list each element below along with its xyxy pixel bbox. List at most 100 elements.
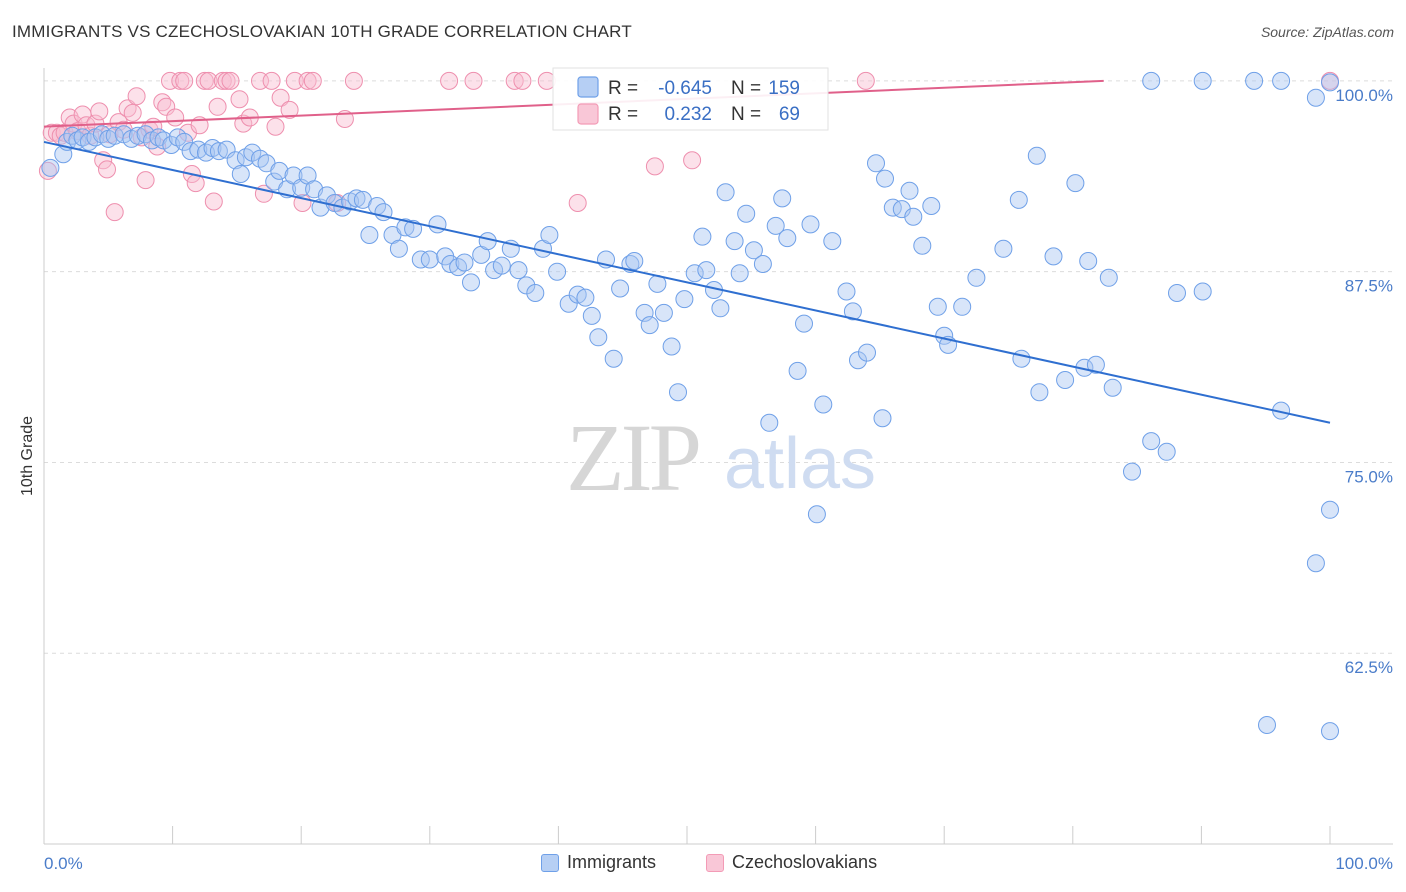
czechoslovakians-point xyxy=(464,71,483,90)
immigrants-point xyxy=(1321,500,1339,519)
immigrants-point xyxy=(873,409,892,428)
czechoslovakians-point xyxy=(38,161,57,180)
immigrants-point xyxy=(753,255,772,273)
chart-source: Source: ZipAtlas.com xyxy=(1260,24,1394,40)
immigrants-point xyxy=(967,268,986,287)
stats-n-value-czechoslovakians: 69 xyxy=(779,104,800,125)
immigrants-point xyxy=(693,227,712,246)
immigrants-point xyxy=(582,306,601,325)
immigrants-point xyxy=(1193,282,1212,301)
immigrants-point xyxy=(801,215,820,234)
immigrants-point xyxy=(360,226,379,244)
legend-item-immigrants[interactable]: Immigrants xyxy=(541,852,656,873)
immigrants-point xyxy=(1079,252,1098,270)
czechoslovakians-point xyxy=(166,108,185,127)
immigrants-point xyxy=(1193,71,1212,90)
immigrants-point xyxy=(197,143,215,162)
immigrants-point xyxy=(814,395,833,414)
immigrants-point xyxy=(807,505,826,524)
czechoslovakians-point xyxy=(262,71,281,90)
immigrants-point xyxy=(823,232,842,251)
watermark-atlas: atlas xyxy=(724,424,876,504)
immigrants-point xyxy=(1009,190,1028,209)
immigrants-point xyxy=(455,253,474,272)
immigrants-point xyxy=(559,294,578,313)
czechoslovakians-points xyxy=(38,71,1339,222)
immigrants-point xyxy=(849,351,867,370)
immigrants-point xyxy=(449,258,468,277)
immigrants-point xyxy=(231,165,250,183)
stats-n-label-czechoslovakians: N = xyxy=(731,104,761,125)
immigrants-point xyxy=(760,413,779,432)
immigrants-point xyxy=(1103,378,1122,397)
trend-lines xyxy=(43,79,1331,424)
immigrants-point xyxy=(1157,442,1176,461)
legend-label-czechoslovakians: Czechoslovakians xyxy=(732,852,878,872)
immigrants-point xyxy=(625,252,644,270)
immigrants-point xyxy=(404,219,423,238)
immigrants-point xyxy=(1306,554,1325,573)
czechoslovakians-point xyxy=(98,160,116,179)
czechoslovakians-point xyxy=(195,71,214,90)
immigrants-point xyxy=(876,169,894,188)
immigrants-point xyxy=(1012,349,1031,368)
tick-labels: 62.5% 75.0% 87.5% 100.0% 0.0% 100.0% xyxy=(44,86,1393,873)
stats-r-value-czechoslovakians: 0.232 xyxy=(664,104,712,125)
czechoslovakians-point xyxy=(856,71,875,90)
chart-title: IMMIGRANTS VS CZECHOSLOVAKIAN 10TH GRADE… xyxy=(12,22,632,41)
watermark: ZIP atlas xyxy=(566,404,876,511)
stats-n-label-immigrants: N = xyxy=(731,78,761,99)
immigrants-point xyxy=(1321,722,1339,741)
legend-item-czechoslovakians[interactable]: Czechoslovakians xyxy=(706,852,877,873)
czechoslovakians-point xyxy=(568,194,587,212)
immigrants-point xyxy=(773,189,792,208)
czechoslovakians-point xyxy=(271,88,290,107)
gridlines xyxy=(44,80,1393,654)
immigrants-point xyxy=(843,302,862,321)
immigrants-point xyxy=(428,215,447,234)
immigrants-point xyxy=(604,349,623,368)
immigrants-point xyxy=(1245,71,1264,90)
immigrants-point xyxy=(904,207,923,226)
immigrants-point xyxy=(1086,355,1105,374)
immigrants-point xyxy=(953,297,972,316)
czechoslovakians-point xyxy=(280,100,299,119)
immigrants-point xyxy=(462,273,480,292)
immigrants-point xyxy=(168,128,187,147)
immigrants-point xyxy=(589,328,608,347)
stats-r-label-czechoslovakians: R = xyxy=(608,104,638,125)
immigrants-point xyxy=(576,288,595,307)
immigrants-point xyxy=(858,343,876,362)
czechoslovakians-point xyxy=(505,71,524,90)
immigrants-point xyxy=(548,262,567,281)
immigrants-point xyxy=(1056,371,1075,389)
immigrants-point xyxy=(1027,146,1046,165)
czechoslovakians-point xyxy=(171,71,190,90)
immigrants-point xyxy=(128,126,147,145)
immigrants-point xyxy=(41,158,60,177)
immigrants-point xyxy=(900,181,919,200)
immigrants-point xyxy=(669,383,687,402)
y-tick-label-3: 100.0% xyxy=(1335,86,1393,105)
immigrants-trend-line xyxy=(43,140,1331,424)
czechoslovakians-point xyxy=(213,71,232,90)
immigrants-point xyxy=(675,290,694,309)
czechoslovakians-point xyxy=(221,71,240,90)
immigrants-point xyxy=(737,204,756,223)
czechoslovakians-point xyxy=(175,71,194,90)
czechoslovakians-point xyxy=(266,117,285,136)
czechoslovakians-point xyxy=(513,71,532,90)
czechoslovakians-point xyxy=(161,71,179,90)
czechoslovakians-point xyxy=(303,71,322,90)
immigrants-point xyxy=(1321,73,1339,92)
immigrants-point xyxy=(994,239,1013,258)
immigrants-point xyxy=(716,183,735,202)
immigrants-point xyxy=(922,197,941,215)
czechoslovakians-point xyxy=(90,102,109,121)
immigrants-point xyxy=(236,148,255,167)
immigrants-point xyxy=(1272,71,1291,90)
stats-n-value-immigrants: 159 xyxy=(768,78,800,99)
immigrants-point xyxy=(635,303,654,322)
immigrants-point xyxy=(685,264,704,283)
immigrants-point xyxy=(251,149,269,168)
